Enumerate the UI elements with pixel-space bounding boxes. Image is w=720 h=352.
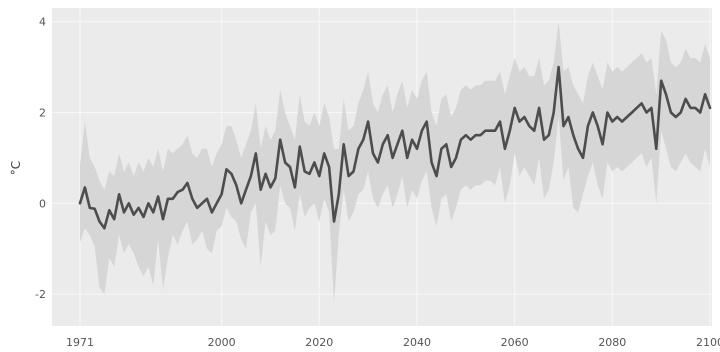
- uncertainty-band-group: [80, 21, 710, 304]
- x-tick-label: 2040: [403, 336, 431, 349]
- x-tick-label: 1971: [66, 336, 94, 349]
- series-line: [78, 65, 712, 230]
- uncertainty-band: [80, 21, 710, 304]
- y-axis-title: °C: [9, 161, 23, 175]
- y-tick-labels: 4 2 0 -2: [35, 16, 46, 302]
- y-tick-label: -2: [35, 288, 46, 301]
- x-tick-label: 2020: [305, 336, 333, 349]
- series-line-group: [78, 65, 712, 230]
- y-tick-label: 0: [39, 197, 46, 210]
- x-tick-label: 2000: [208, 336, 236, 349]
- x-tick-label: 2100: [696, 336, 720, 349]
- y-tick-label: 4: [39, 16, 46, 29]
- x-tick-label: 2080: [598, 336, 626, 349]
- y-tick-label: 2: [39, 106, 46, 119]
- x-tick-label: 2060: [501, 336, 529, 349]
- x-tick-labels: 1971 2000 2020 2040 2060 2080 2100: [66, 336, 720, 349]
